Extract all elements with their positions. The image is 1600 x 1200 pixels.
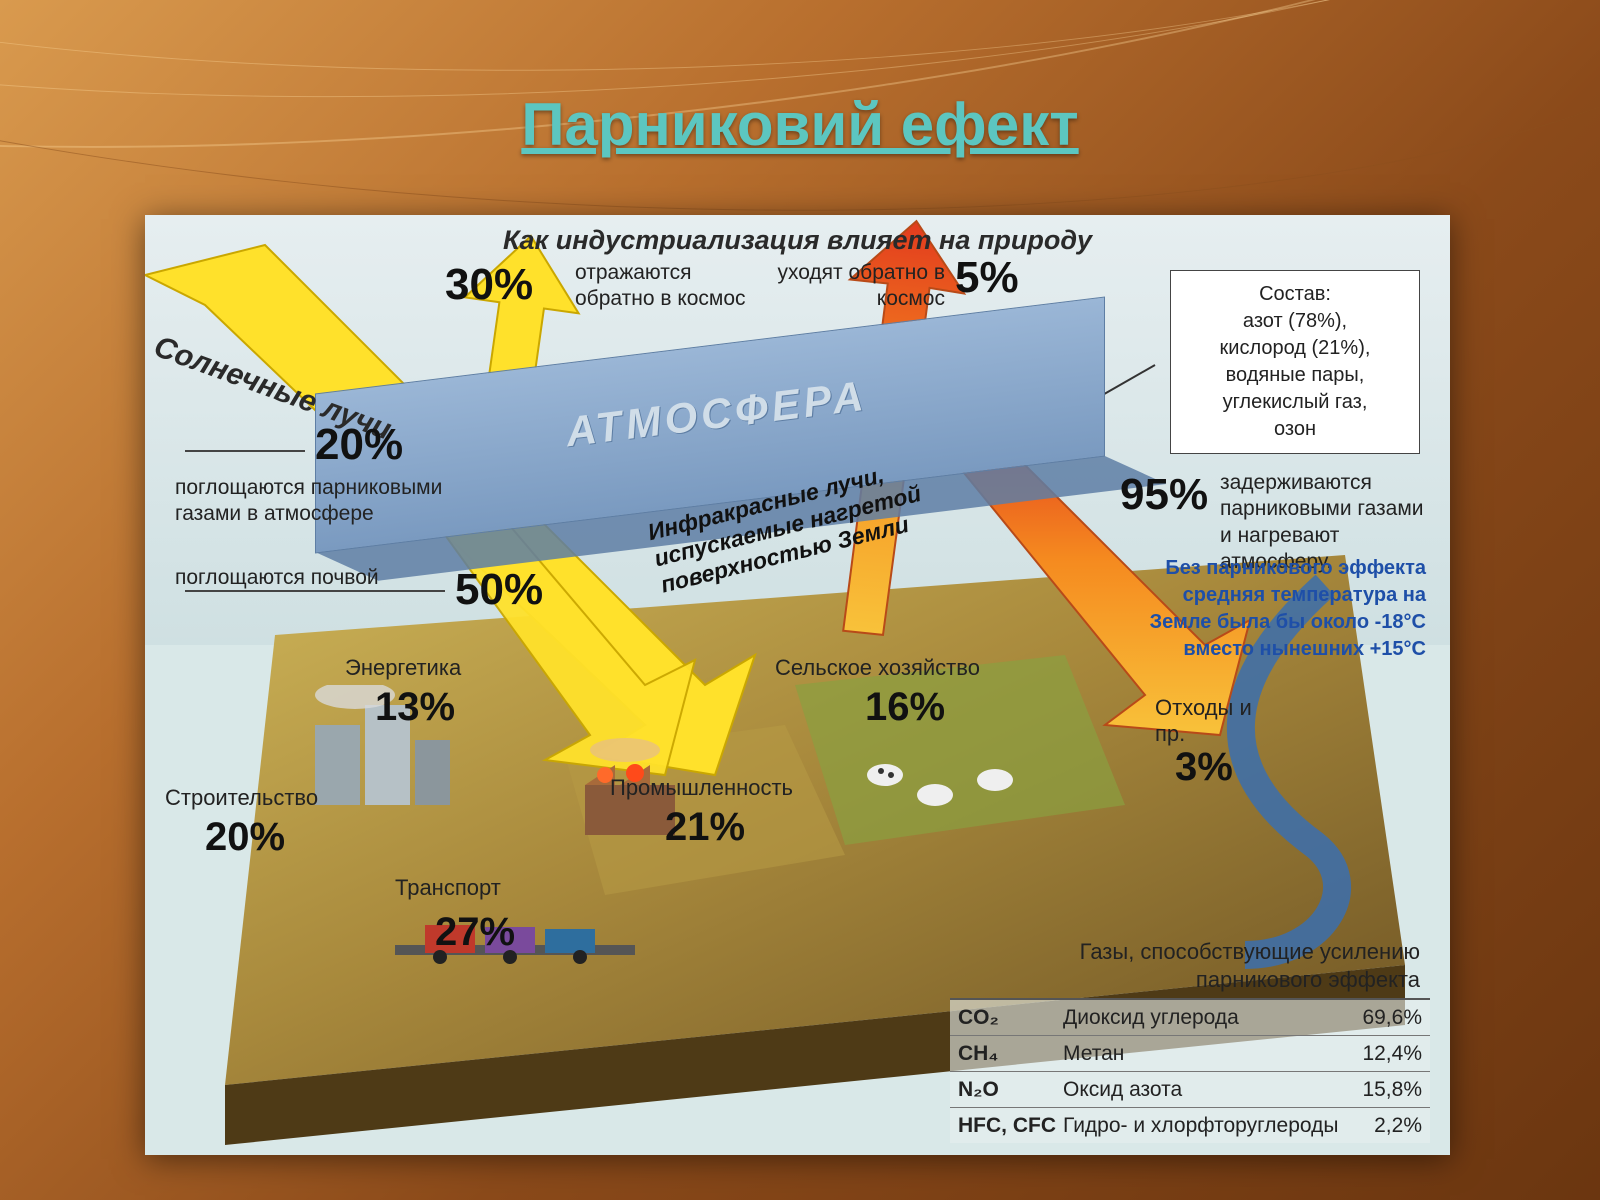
infographic-figure: АТМОСФЕРА Как индустриализация влияет на…: [145, 215, 1450, 1155]
sector-agriculture-pct: 16%: [865, 685, 945, 730]
sector-transport-label: Транспорт: [395, 875, 501, 901]
sector-construction-pct: 20%: [205, 815, 285, 860]
leader-line: [185, 450, 305, 452]
gas-name: Диоксид углерода: [1063, 1006, 1342, 1030]
gas-pct: 69,6%: [1342, 1006, 1422, 1030]
blue-note: Без парникового эффекта средняя температ…: [1126, 555, 1426, 663]
gas-formula: HFC, CFC: [958, 1114, 1063, 1138]
pct-reflected: 30%: [445, 260, 533, 310]
pct-absorbed-atm: 20%: [315, 420, 403, 470]
sector-industry-pct: 21%: [665, 805, 745, 850]
sector-transport-pct: 27%: [435, 910, 515, 955]
pct-absorbed-atm-text: поглощаются парниковыми газами в атмосфе…: [175, 475, 475, 528]
sector-construction-label: Строительство: [165, 785, 318, 811]
gas-pct: 15,8%: [1342, 1078, 1422, 1102]
table-row: CH₄ Метан 12,4%: [950, 1035, 1430, 1071]
decor-swoosh: [0, 0, 1600, 89]
composition-body: азот (78%), кислород (21%), водяные пары…: [1183, 308, 1407, 443]
gas-pct: 12,4%: [1342, 1042, 1422, 1066]
gases-title: Газы, способствующие усилению парниковог…: [1000, 938, 1420, 995]
gas-formula: N₂O: [958, 1078, 1063, 1102]
composition-box: Состав: азот (78%), кислород (21%), водя…: [1170, 270, 1420, 454]
table-row: HFC, CFC Гидро- и хлорфторуглероды 2,2%: [950, 1107, 1430, 1143]
gas-formula: CO₂: [958, 1006, 1063, 1030]
sector-agriculture-label: Сельское хозяйство: [775, 655, 980, 681]
pct-trapped: 95%: [1120, 470, 1208, 520]
gas-name: Метан: [1063, 1042, 1342, 1066]
slide: Парниковий ефект: [0, 0, 1600, 1200]
gas-name: Гидро- и хлорфторуглероды: [1063, 1114, 1342, 1138]
composition-heading: Состав:: [1183, 281, 1407, 308]
gas-pct: 2,2%: [1342, 1114, 1422, 1138]
figure-title: Как индустриализация влияет на природу: [145, 225, 1450, 256]
pct-soil: 50%: [455, 565, 543, 615]
sector-industry-label: Промышленность: [610, 775, 793, 801]
table-row: CO₂ Диоксид углерода 69,6%: [950, 998, 1430, 1035]
table-row: N₂O Оксид азота 15,8%: [950, 1071, 1430, 1107]
gases-table: CO₂ Диоксид углерода 69,6% CH₄ Метан 12,…: [950, 998, 1430, 1143]
gas-name: Оксид азота: [1063, 1078, 1342, 1102]
gas-formula: CH₄: [958, 1042, 1063, 1066]
sector-energy-label: Энергетика: [345, 655, 461, 681]
sector-waste-label: Отходы и пр.: [1155, 695, 1275, 747]
slide-title: Парниковий ефект: [0, 90, 1600, 159]
sector-energy-pct: 13%: [375, 685, 455, 730]
pct-reflected-text: отражаются обратно в космос: [575, 260, 755, 313]
sector-waste-pct: 3%: [1175, 745, 1233, 790]
pct-escape: 5%: [955, 253, 1019, 303]
pct-escape-text: уходят обратно в космос: [765, 260, 945, 313]
pct-soil-text: поглощаются почвой: [175, 565, 435, 591]
